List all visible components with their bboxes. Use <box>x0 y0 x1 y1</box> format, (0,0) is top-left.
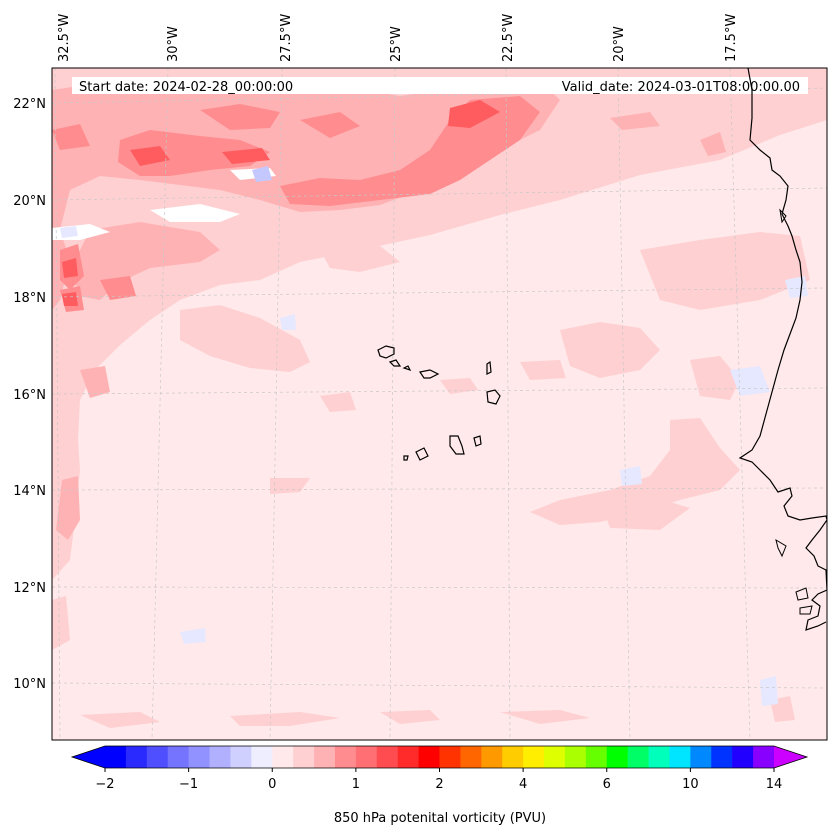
colorbar-label: 850 hPa potenital vorticity (PVU) <box>334 811 546 826</box>
colorbar-cell <box>439 746 461 768</box>
colorbar-tick-label: −2 <box>95 777 114 792</box>
graticule <box>52 68 827 740</box>
colorbar-extend-low <box>72 746 105 768</box>
island-fogo <box>415 447 429 461</box>
colorbar-cell <box>732 746 754 768</box>
colorbar-cell <box>544 746 566 768</box>
colorbar-cell <box>125 746 148 768</box>
lat-label: 20°N <box>13 194 46 209</box>
island-brava <box>403 455 409 461</box>
map-frame <box>51 67 828 741</box>
colorbar-cell <box>627 746 650 768</box>
colorbar-tick-label: 4 <box>519 777 527 792</box>
colorbar-tick-label: 1 <box>352 777 360 792</box>
pv-max-positive-areas <box>62 100 500 306</box>
colorbar-cell <box>418 746 440 768</box>
colorbar-tick-label: 6 <box>603 777 611 792</box>
lat-label: 12°N <box>13 581 46 596</box>
colorbar-cell <box>523 746 545 768</box>
colorbar-cell <box>167 746 190 768</box>
colorbar-cell <box>502 746 524 768</box>
colorbar-cell <box>355 746 378 768</box>
colorbar-cell <box>293 746 315 768</box>
colorbar-tick-label: 0 <box>268 777 276 792</box>
island-sal <box>486 360 492 375</box>
lon-label: 32.5°W <box>57 14 72 62</box>
colorbar-cell <box>230 746 252 768</box>
lon-label: 17.5°W <box>724 14 739 62</box>
colorbar-cell <box>188 746 211 768</box>
lon-label: 22.5°W <box>501 14 516 62</box>
colorbar-tick-label: 14 <box>766 777 783 792</box>
island-maio <box>473 435 482 447</box>
start-date-label: Start date: 2024-02-28_00:00:00 <box>79 80 293 95</box>
colorbar-cell <box>460 746 482 768</box>
colorbar-cell <box>481 746 503 768</box>
colorbar-tick-label: 10 <box>682 777 699 792</box>
header-strip <box>72 77 808 94</box>
lon-label: 20°W <box>612 26 627 62</box>
colorbar-cell <box>397 746 420 768</box>
valid-date-label: Valid_date: 2024-03-01T08:00:00.00 <box>562 80 800 95</box>
coast-detail <box>775 208 813 615</box>
colorbar-tick-label: 2 <box>435 777 443 792</box>
colorbar-extend-high <box>774 746 807 768</box>
colorbar-cell <box>376 746 399 768</box>
island-boa-vista <box>486 389 501 405</box>
lat-label: 22°N <box>13 97 46 112</box>
lon-label: 27.5°W <box>279 14 294 62</box>
cape-verde-islands <box>377 345 501 461</box>
island-sao-vicente <box>388 359 402 367</box>
colorbar-cell <box>753 746 775 768</box>
colorbar-cell <box>272 746 294 768</box>
lon-label: 25°W <box>389 26 404 62</box>
island-sao-nicolau <box>419 369 440 379</box>
lat-label: 18°N <box>13 291 46 306</box>
colorbar-cell <box>585 746 608 768</box>
colorbar-cells <box>105 746 775 768</box>
colorbar: −2 −1 0 1 2 4 6 10 14 850 hPa potenital vorticit… <box>70 745 809 826</box>
colorbar-cell <box>314 746 336 768</box>
africa-coastline <box>738 68 827 631</box>
lat-label: 10°N <box>13 677 46 692</box>
colorbar-cell <box>209 746 231 768</box>
colorbar-ticks: −2 −1 0 1 2 4 6 10 14 <box>95 768 782 792</box>
lon-label: 30°W <box>166 26 181 62</box>
colorbar-cell <box>334 746 357 768</box>
island-santa-luzia <box>402 365 412 372</box>
colorbar-cell <box>711 746 733 768</box>
pv-field <box>52 68 827 740</box>
colorbar-cell <box>146 746 169 768</box>
colorbar-cell <box>669 746 691 768</box>
longitude-labels: 32.5°W 30°W 27.5°W 25°W 22.5°W 20°W 17.5… <box>57 14 739 62</box>
colorbar-cell <box>105 746 127 768</box>
island-santiago <box>449 435 465 455</box>
colorbar-cell <box>690 746 712 768</box>
island-santo-antao <box>377 345 395 359</box>
lat-label: 16°N <box>13 388 46 403</box>
colorbar-cell <box>564 746 587 768</box>
colorbar-tick-label: −1 <box>179 777 198 792</box>
colorbar-cell <box>606 746 629 768</box>
latitude-labels: 22°N 20°N 18°N 16°N 14°N 12°N 10°N <box>13 97 46 692</box>
colorbar-cell <box>251 746 273 768</box>
colorbar-cell <box>648 746 670 768</box>
lat-label: 14°N <box>13 484 46 499</box>
